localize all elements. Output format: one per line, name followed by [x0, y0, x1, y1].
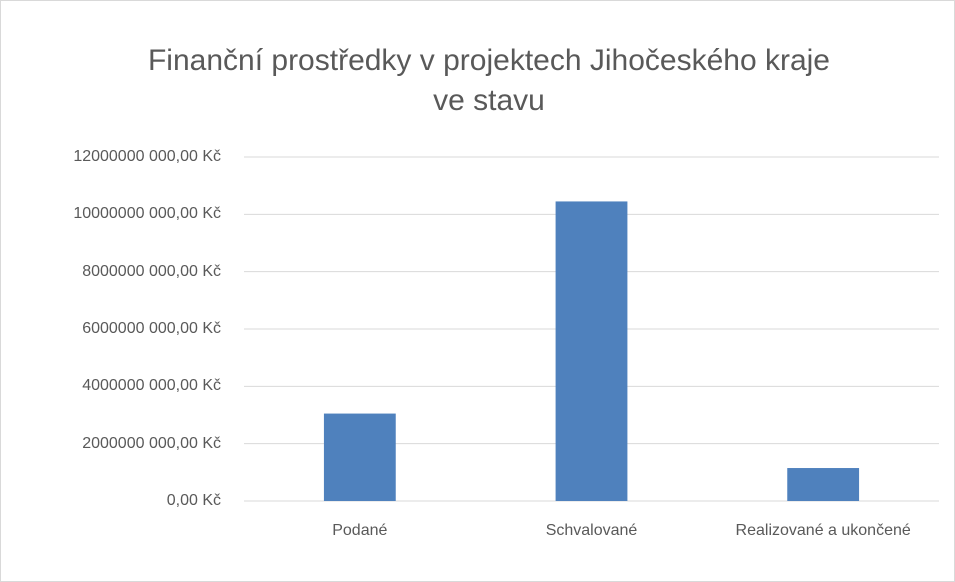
y-tick-label: 4000000 000,00 Kč: [82, 377, 221, 395]
chart-title: Finanční prostředky v projektech Jihočes…: [147, 44, 830, 117]
y-tick-label: 10000000 000,00 Kč: [73, 205, 221, 223]
y-tick-label: 0,00 Kč: [166, 492, 221, 509]
x-tick-label: Realizované a ukončené: [735, 522, 911, 539]
y-tick-label: 8000000 000,00 Kč: [82, 262, 221, 280]
bar: [323, 413, 396, 501]
y-tick-label: 12000000 000,00 Kč: [73, 148, 221, 165]
bar: [555, 201, 628, 501]
y-tick-label: 6000000 000,00 Kč: [82, 320, 221, 337]
x-tick-label: Podané: [332, 522, 388, 539]
y-tick-label: 2000000 000,00 Kč: [82, 434, 221, 452]
x-tick-label: Schvalované: [545, 522, 638, 539]
bar: [787, 468, 860, 501]
